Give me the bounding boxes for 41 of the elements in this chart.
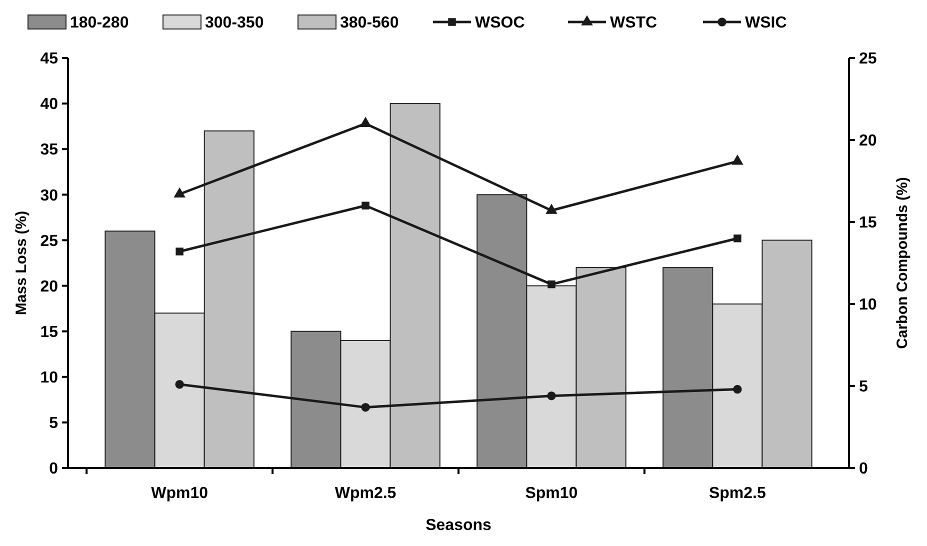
legend-label: 180-280: [70, 14, 129, 32]
y2-tick-label: 10: [859, 296, 877, 314]
legend-label: WSIC: [745, 14, 788, 32]
point: [360, 116, 372, 127]
point: [362, 202, 370, 210]
point: [174, 187, 186, 198]
x-tick-label: Wpm10: [151, 485, 208, 502]
legend-label: WSOC: [475, 14, 526, 32]
y-tick-label: 20: [40, 278, 58, 296]
point: [176, 248, 184, 256]
y-tick-label: 40: [40, 96, 58, 114]
y-tick-label: 10: [40, 369, 58, 386]
legend-label: 300-350: [205, 14, 264, 32]
y2-tick-label: 20: [859, 132, 877, 150]
y-axis-title: Mass Loss (%): [13, 210, 30, 316]
y-tick-label: 25: [40, 232, 58, 250]
y-tick-label: 15: [40, 324, 58, 341]
legend-label: 380-560: [340, 14, 399, 32]
x-tick-label: Spm10: [525, 485, 578, 502]
point: [548, 280, 556, 288]
x-tick-label: Spm2.5: [708, 485, 766, 502]
point: [733, 384, 742, 394]
legend-label: WSTC: [610, 14, 658, 32]
y-tick-label: 35: [40, 142, 58, 159]
y2-tick-label: 15: [859, 214, 877, 232]
point: [734, 234, 742, 242]
point: [361, 402, 370, 412]
y2-tick-label: 25: [859, 50, 877, 68]
y-tick-label: 5: [49, 415, 58, 432]
x-tick-label: Wpm2.5: [334, 485, 396, 502]
y-tick-label: 30: [40, 187, 58, 204]
point: [175, 380, 184, 389]
y2-tick-label: 0: [859, 460, 868, 478]
point: [546, 204, 558, 214]
y-tick-label: 45: [40, 50, 58, 68]
y2-tick-label: 5: [859, 378, 868, 396]
point: [547, 391, 556, 400]
x-axis-title: Seasons: [426, 517, 492, 534]
point: [732, 154, 744, 165]
y-tick-label: 0: [49, 460, 58, 478]
y2-axis-title: Carbon Compounds (%): [894, 177, 911, 349]
